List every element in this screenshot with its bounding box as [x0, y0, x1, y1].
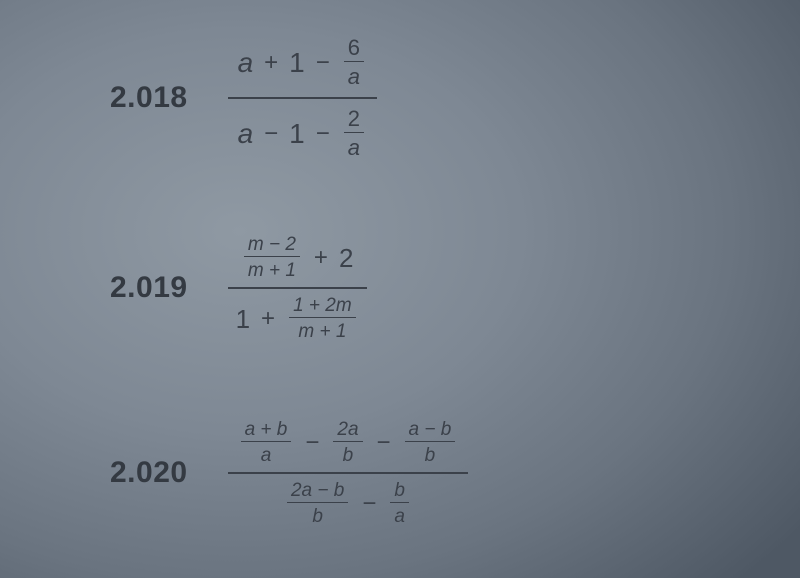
- const-1: 1: [289, 49, 305, 77]
- op-plus: +: [314, 246, 328, 270]
- op-minus: −: [362, 492, 376, 516]
- problem-label: 2.020: [110, 456, 188, 490]
- small-fraction: 2a b: [333, 419, 362, 466]
- const-1: 1: [289, 120, 305, 148]
- small-fraction: 6 a: [344, 36, 364, 89]
- small-fraction: 2 a: [344, 107, 364, 160]
- sfrac-bot: m + 1: [244, 260, 300, 281]
- fraction-bar: [228, 287, 367, 289]
- main-fraction: a + b a − 2a b − a − b b: [228, 415, 469, 531]
- sfrac-bot: a: [390, 506, 409, 527]
- sfrac-top: 1 + 2m: [289, 295, 356, 316]
- denominator: 1 + 1 + 2m m + 1: [228, 291, 367, 346]
- sfrac-bar: [244, 256, 300, 259]
- problem-expression: a + b a − 2a b − a − b b: [228, 415, 469, 531]
- small-fraction: m − 2 m + 1: [244, 234, 300, 281]
- var-a: a: [238, 120, 254, 148]
- problem-expression: m − 2 m + 1 + 2 1 + 1 + 2m m + 1: [228, 230, 367, 346]
- var-a: a: [238, 49, 254, 77]
- sfrac-top: m − 2: [244, 234, 300, 255]
- numerator: a + 1 − 6 a: [228, 30, 377, 95]
- sfrac-bot: m + 1: [294, 321, 350, 342]
- sfrac-bot: a: [344, 136, 364, 160]
- sfrac-top: a + b: [241, 419, 292, 440]
- const-1: 1: [236, 306, 250, 332]
- op-minus: −: [264, 122, 278, 146]
- problem-label: 2.018: [110, 81, 188, 115]
- sfrac-bar: [390, 502, 409, 505]
- op-minus: −: [305, 431, 319, 455]
- sfrac-bar: [333, 441, 362, 444]
- problem-2018: 2.018 a + 1 − 6 a a − 1 − 2: [110, 30, 377, 166]
- op-plus: +: [261, 307, 275, 331]
- op-minus: −: [316, 122, 330, 146]
- sfrac-top: b: [390, 480, 409, 501]
- sfrac-bar: [241, 441, 292, 444]
- sfrac-bot: a: [257, 445, 276, 466]
- sfrac-top: 6: [344, 36, 364, 60]
- sfrac-top: a − b: [405, 419, 456, 440]
- problem-2019: 2.019 m − 2 m + 1 + 2 1 + 1 + 2m m + 1: [110, 230, 367, 346]
- small-fraction: 1 + 2m m + 1: [289, 295, 356, 342]
- denominator: 2a − b b − b a: [274, 476, 422, 531]
- sfrac-top: 2a − b: [287, 480, 348, 501]
- const-2: 2: [339, 245, 353, 271]
- small-fraction: a − b b: [405, 419, 456, 466]
- small-fraction: b a: [390, 480, 409, 527]
- main-fraction: m − 2 m + 1 + 2 1 + 1 + 2m m + 1: [228, 230, 367, 346]
- fraction-bar: [228, 472, 469, 474]
- sfrac-bar: [405, 441, 456, 444]
- op-plus: +: [264, 51, 278, 75]
- main-fraction: a + 1 − 6 a a − 1 − 2 a: [228, 30, 377, 166]
- sfrac-top: 2: [344, 107, 364, 131]
- sfrac-bar: [289, 317, 356, 320]
- problem-label: 2.019: [110, 271, 188, 305]
- problem-2020: 2.020 a + b a − 2a b − a − b b: [110, 415, 468, 531]
- sfrac-bar: [287, 502, 348, 505]
- numerator: a + b a − 2a b − a − b b: [228, 415, 469, 470]
- numerator: m − 2 m + 1 + 2: [233, 230, 362, 285]
- denominator: a − 1 − 2 a: [228, 101, 377, 166]
- fraction-bar: [228, 97, 377, 99]
- sfrac-top: 2a: [333, 419, 362, 440]
- sfrac-bot: b: [421, 445, 440, 466]
- small-fraction: a + b a: [241, 419, 292, 466]
- sfrac-bot: a: [344, 65, 364, 89]
- small-fraction: 2a − b b: [287, 480, 348, 527]
- problem-expression: a + 1 − 6 a a − 1 − 2 a: [228, 30, 377, 166]
- sfrac-bot: b: [308, 506, 327, 527]
- op-minus: −: [377, 431, 391, 455]
- sfrac-bot: b: [339, 445, 358, 466]
- op-minus: −: [316, 51, 330, 75]
